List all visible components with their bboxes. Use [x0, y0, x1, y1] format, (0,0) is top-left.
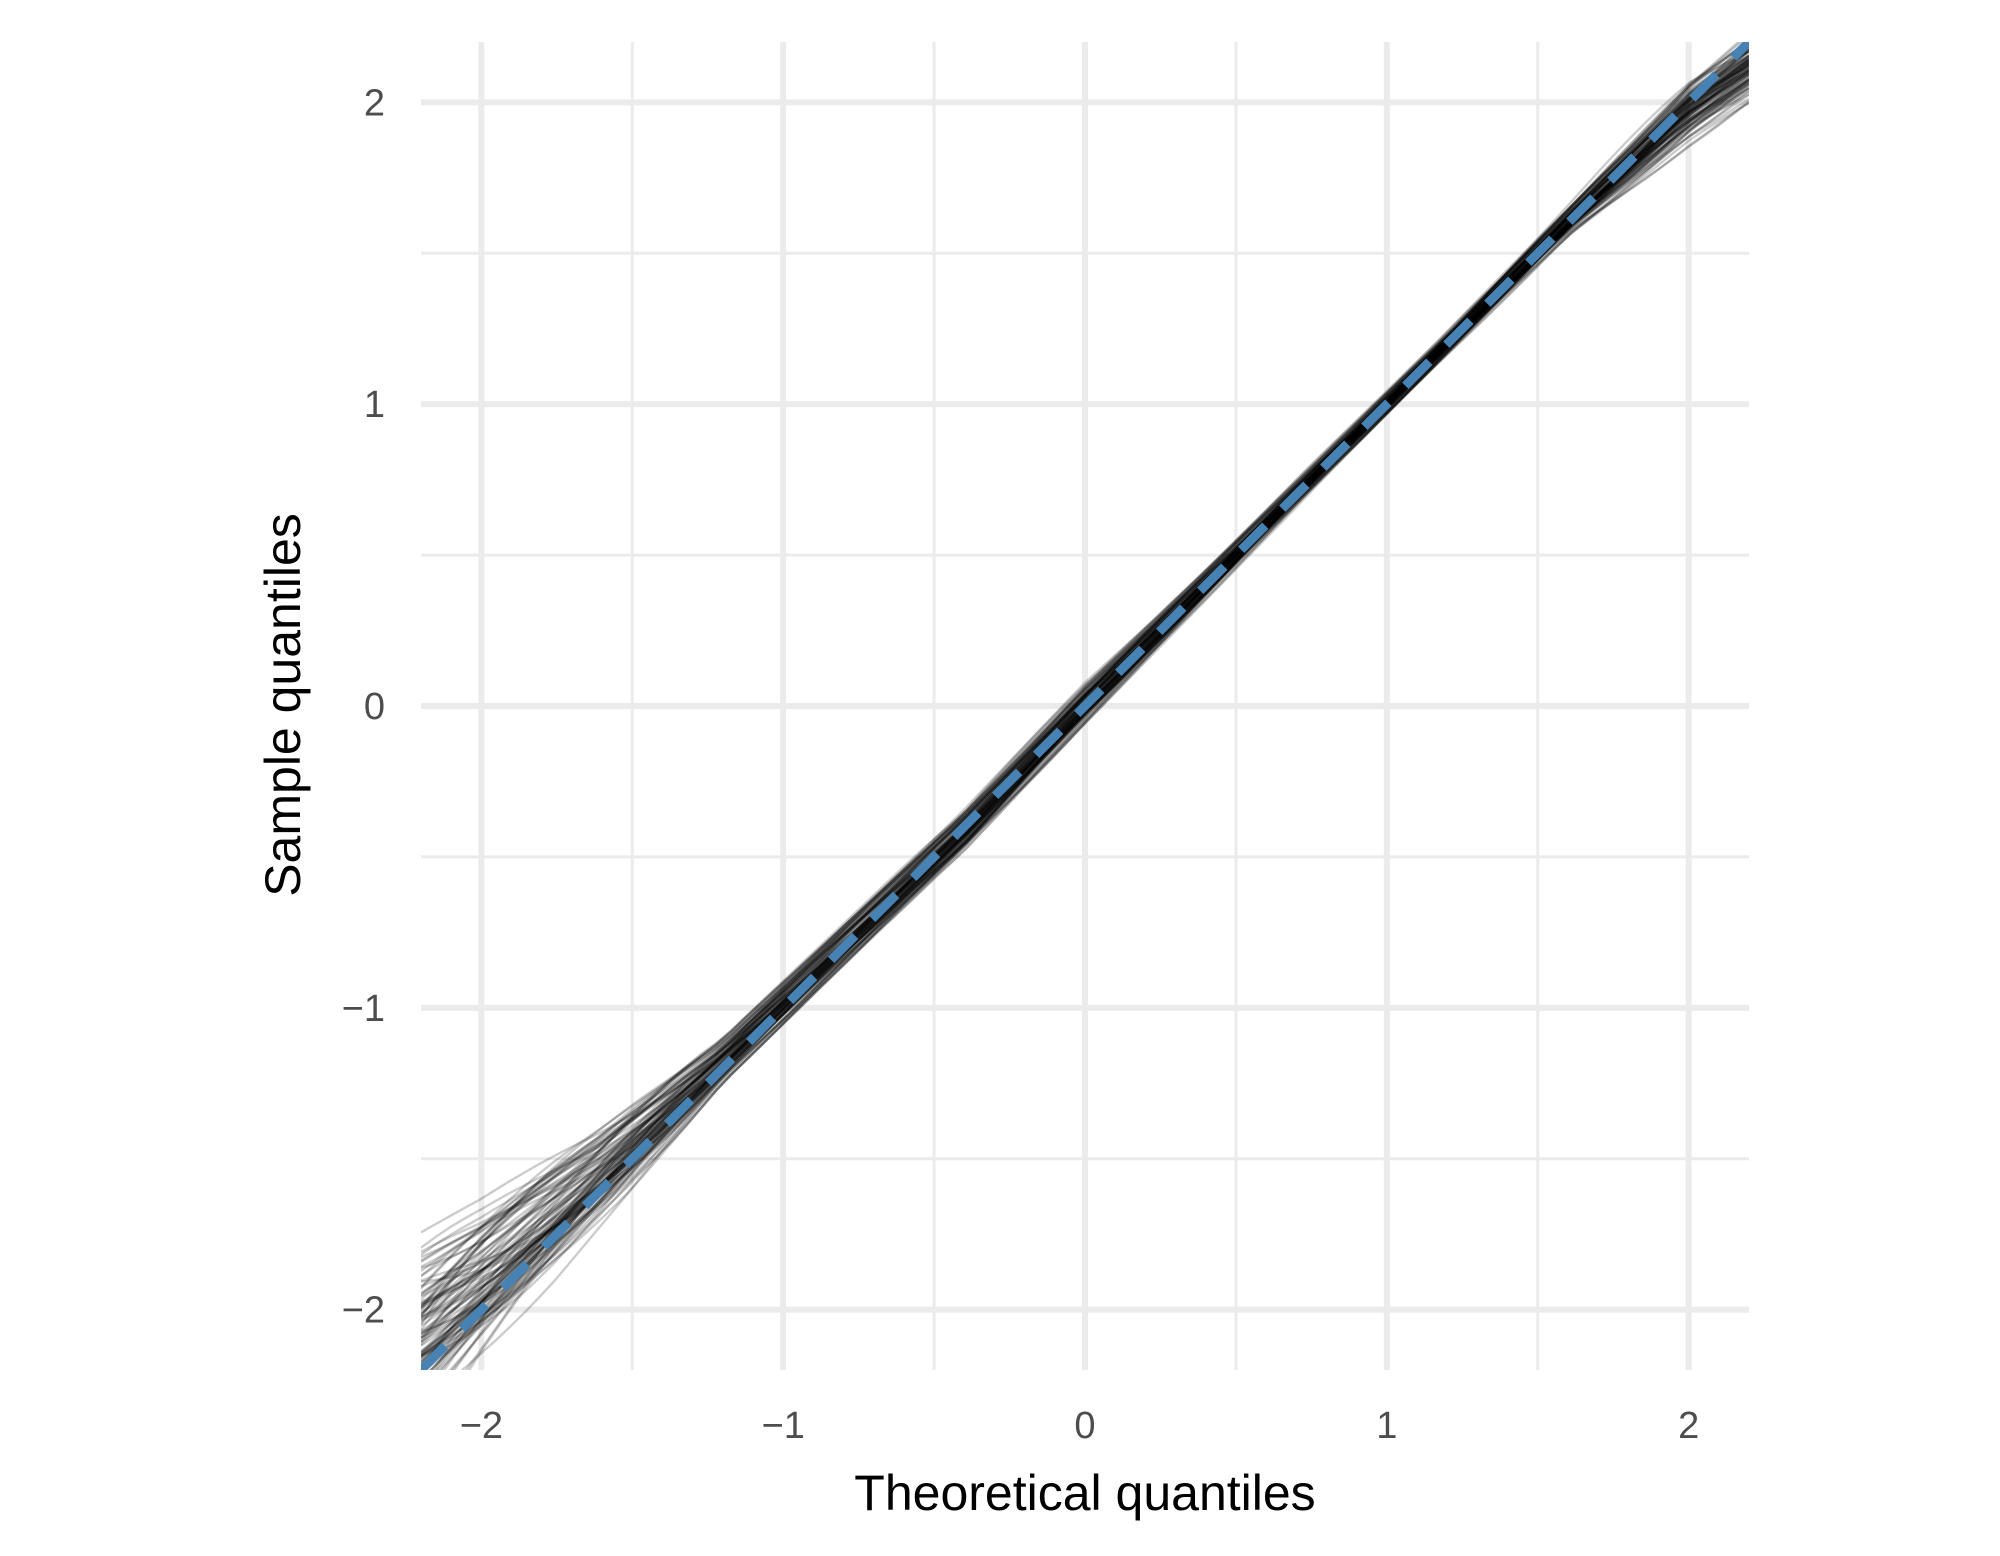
sample-line — [421, 46, 1749, 1335]
sample-line — [421, 102, 1749, 1359]
sample-line — [421, 70, 1749, 1310]
reference-line — [421, 42, 1749, 1370]
y-tick-label: −1 — [342, 988, 385, 1030]
sample-line — [421, 61, 1749, 1295]
sample-line — [421, 67, 1749, 1277]
x-axis-title: Theoretical quantiles — [854, 1465, 1315, 1521]
reference-line-group — [421, 42, 1749, 1370]
sample-line — [421, 61, 1749, 1308]
sample-line — [460, 59, 1749, 1370]
sample-line — [421, 77, 1749, 1270]
sample-line — [421, 78, 1749, 1358]
sample-line — [421, 77, 1749, 1320]
sample-line — [421, 49, 1749, 1370]
sample-line — [421, 50, 1749, 1365]
y-tick-label: 2 — [364, 82, 385, 124]
sample-line — [421, 74, 1749, 1346]
sample-line — [421, 65, 1749, 1304]
y-tick-label: −2 — [342, 1290, 385, 1332]
grid-major — [421, 42, 1749, 1370]
sample-line — [421, 82, 1749, 1290]
sample-line — [421, 67, 1749, 1308]
sample-line — [421, 81, 1749, 1339]
y-tick-label: 1 — [364, 384, 385, 426]
x-tick-label: −2 — [460, 1405, 503, 1447]
sample-line — [421, 46, 1749, 1253]
sample-line — [421, 89, 1749, 1314]
sample-line — [421, 69, 1749, 1263]
sample-line — [421, 64, 1749, 1318]
sample-line — [432, 69, 1749, 1370]
sample-line — [421, 84, 1749, 1363]
sample-line — [421, 87, 1749, 1339]
x-tick-label: 2 — [1678, 1405, 1699, 1447]
x-tick-labels: −2 −1 0 1 2 — [460, 1405, 1700, 1447]
x-tick-label: 0 — [1074, 1405, 1095, 1447]
sample-line — [448, 63, 1749, 1370]
sample-line — [421, 86, 1749, 1309]
sample-line — [421, 47, 1749, 1358]
sample-line — [421, 42, 1748, 1364]
y-axis-title: Sample quantiles — [255, 513, 311, 897]
sample-line — [424, 73, 1749, 1370]
sample-line — [421, 63, 1749, 1343]
sample-line — [421, 69, 1749, 1353]
sample-line — [421, 56, 1749, 1256]
y-tick-labels: −2 −1 0 1 2 — [342, 82, 385, 1331]
sample-line — [421, 59, 1749, 1308]
sample-line — [434, 97, 1749, 1370]
sample-line — [421, 61, 1749, 1316]
sample-line — [421, 90, 1749, 1301]
x-tick-label: −1 — [762, 1405, 805, 1447]
x-tick-label: 1 — [1376, 1405, 1397, 1447]
sample-line — [442, 72, 1749, 1370]
y-tick-label: 0 — [364, 686, 385, 728]
